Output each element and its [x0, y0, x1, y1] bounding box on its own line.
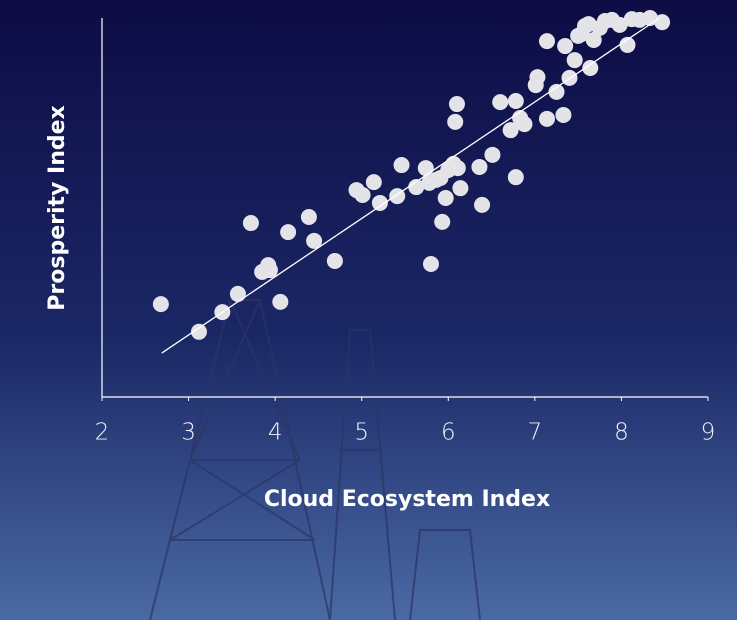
page: Cloud Ecosystem Index Prosperity Index 2… — [0, 0, 737, 620]
point — [394, 157, 410, 173]
point — [434, 214, 450, 230]
x-axis-label: Cloud Ecosystem Index — [264, 487, 550, 512]
point — [567, 52, 583, 68]
point — [450, 160, 466, 176]
background — [0, 0, 737, 620]
point — [438, 190, 454, 206]
point — [508, 169, 524, 185]
point — [549, 84, 565, 100]
x-tick-label: 5 — [354, 420, 369, 446]
x-tick-label: 9 — [701, 420, 716, 446]
point — [570, 28, 586, 44]
point — [452, 180, 468, 196]
chart: Cloud Ecosystem Index Prosperity Index 2… — [0, 0, 737, 620]
point — [557, 38, 573, 54]
point — [516, 116, 532, 132]
x-tick-label: 7 — [528, 420, 543, 446]
point — [423, 256, 439, 272]
point — [327, 253, 343, 269]
point — [539, 33, 555, 49]
point — [230, 286, 246, 302]
point — [492, 94, 508, 110]
point — [449, 96, 465, 112]
point — [153, 296, 169, 312]
point — [508, 93, 524, 109]
point — [654, 14, 670, 30]
point — [355, 187, 371, 203]
x-tick-label: 8 — [614, 420, 629, 446]
point — [262, 262, 278, 278]
x-tick-label: 4 — [268, 420, 283, 446]
x-tick-label: 3 — [181, 420, 196, 446]
point — [301, 209, 317, 225]
point — [529, 69, 545, 85]
point — [272, 294, 288, 310]
point — [474, 197, 490, 213]
point — [243, 215, 259, 231]
point — [539, 111, 555, 127]
x-tick-label: 6 — [441, 420, 456, 446]
y-axis-label: Prosperity Index — [45, 105, 70, 310]
x-tick-label: 2 — [95, 420, 110, 446]
point — [280, 224, 296, 240]
point — [447, 114, 463, 130]
point — [366, 174, 382, 190]
point — [471, 159, 487, 175]
point — [484, 147, 500, 163]
point — [555, 107, 571, 123]
